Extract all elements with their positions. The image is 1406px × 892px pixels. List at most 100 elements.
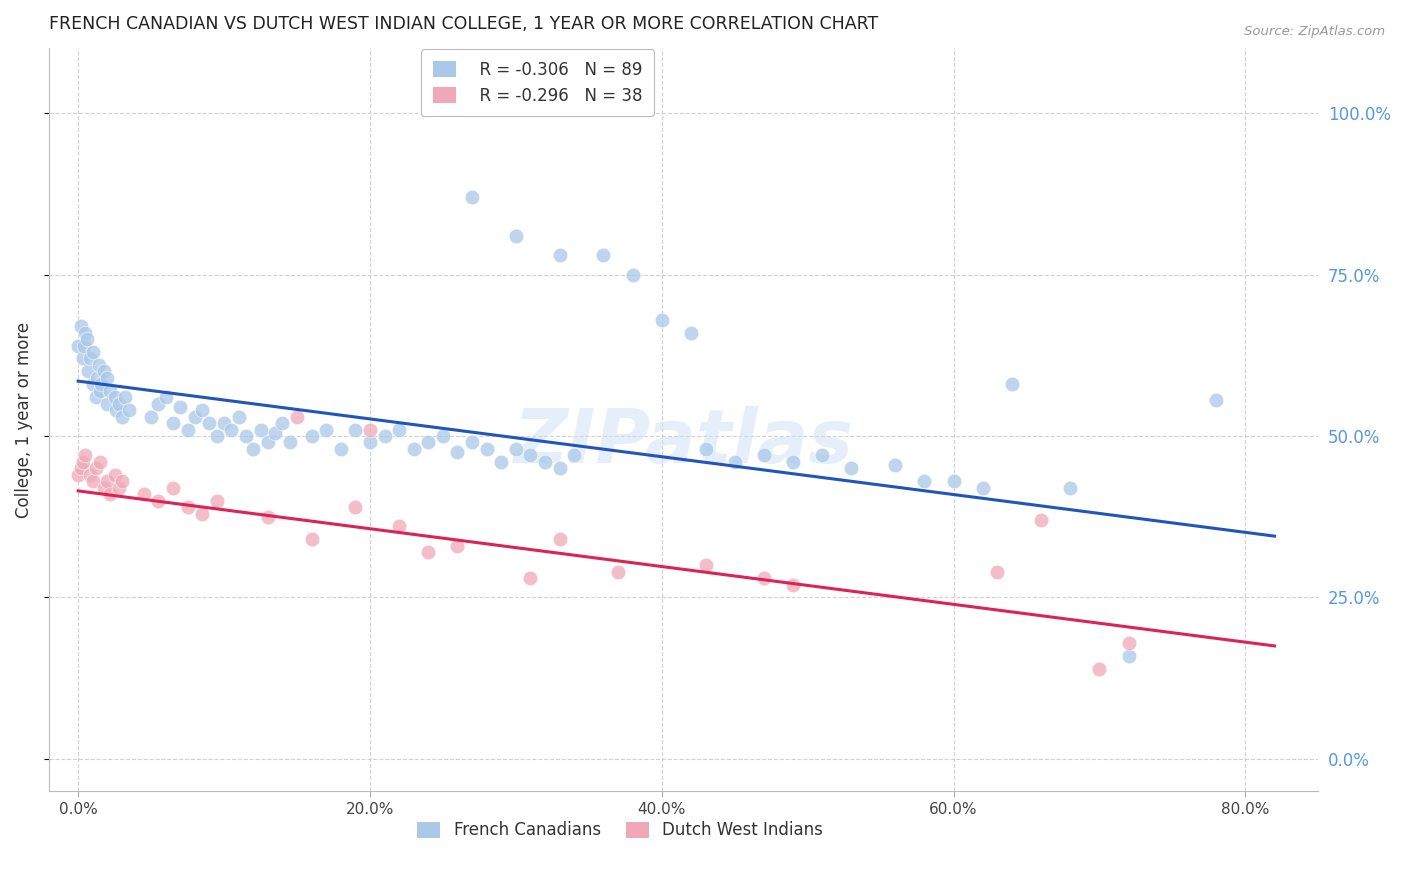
Point xyxy=(534,455,557,469)
Point xyxy=(942,474,965,488)
Point xyxy=(315,423,337,437)
Point xyxy=(221,423,243,437)
Point xyxy=(72,351,94,366)
Point xyxy=(228,409,250,424)
Point xyxy=(388,423,411,437)
Point xyxy=(695,442,717,456)
Point xyxy=(519,449,541,463)
Point xyxy=(76,332,98,346)
Point xyxy=(679,326,702,340)
Point xyxy=(359,423,381,437)
Point xyxy=(359,435,381,450)
Point xyxy=(72,455,94,469)
Point xyxy=(418,545,440,559)
Point xyxy=(79,467,101,482)
Point xyxy=(344,500,367,514)
Point xyxy=(884,458,907,472)
Point xyxy=(93,364,115,378)
Point xyxy=(752,449,775,463)
Point xyxy=(986,565,1008,579)
Point xyxy=(98,487,121,501)
Point xyxy=(811,449,834,463)
Text: ZIPatlas: ZIPatlas xyxy=(513,406,853,479)
Point xyxy=(169,400,191,414)
Text: Source: ZipAtlas.com: Source: ZipAtlas.com xyxy=(1244,25,1385,38)
Point xyxy=(461,435,484,450)
Point xyxy=(184,409,207,424)
Point xyxy=(111,409,134,424)
Point xyxy=(139,409,162,424)
Point xyxy=(461,190,484,204)
Point xyxy=(1059,481,1081,495)
Point xyxy=(205,493,228,508)
Point xyxy=(82,377,104,392)
Point xyxy=(198,416,221,430)
Point xyxy=(235,429,257,443)
Point xyxy=(70,319,93,334)
Point xyxy=(912,474,935,488)
Point xyxy=(782,455,804,469)
Point xyxy=(344,423,367,437)
Point xyxy=(329,442,352,456)
Point xyxy=(972,481,994,495)
Point xyxy=(505,228,527,243)
Point xyxy=(285,409,308,424)
Point xyxy=(301,429,323,443)
Point xyxy=(104,390,127,404)
Point xyxy=(782,577,804,591)
Point xyxy=(84,461,107,475)
Point xyxy=(114,390,136,404)
Point xyxy=(155,390,177,404)
Point xyxy=(446,445,468,459)
Point xyxy=(98,384,121,398)
Point xyxy=(67,467,90,482)
Point xyxy=(841,461,863,475)
Point xyxy=(191,403,214,417)
Point xyxy=(96,371,118,385)
Point xyxy=(70,461,93,475)
Point xyxy=(86,371,108,385)
Text: FRENCH CANADIAN VS DUTCH WEST INDIAN COLLEGE, 1 YEAR OR MORE CORRELATION CHART: FRENCH CANADIAN VS DUTCH WEST INDIAN COL… xyxy=(49,15,879,33)
Point xyxy=(301,533,323,547)
Point xyxy=(373,429,395,443)
Point xyxy=(75,449,97,463)
Point xyxy=(89,455,111,469)
Point xyxy=(548,248,571,262)
Legend: French Canadians, Dutch West Indians: French Canadians, Dutch West Indians xyxy=(411,814,830,847)
Point xyxy=(724,455,747,469)
Point xyxy=(77,364,100,378)
Point xyxy=(256,435,278,450)
Point xyxy=(75,326,97,340)
Point xyxy=(1029,513,1052,527)
Point xyxy=(90,377,112,392)
Point xyxy=(607,565,630,579)
Point xyxy=(1118,648,1140,663)
Point xyxy=(82,474,104,488)
Point xyxy=(105,403,128,417)
Point xyxy=(491,455,513,469)
Point xyxy=(205,429,228,443)
Point xyxy=(548,533,571,547)
Point xyxy=(264,425,287,440)
Point xyxy=(82,345,104,359)
Point xyxy=(132,487,155,501)
Point xyxy=(176,500,198,514)
Point xyxy=(111,474,134,488)
Point xyxy=(108,397,131,411)
Point xyxy=(249,423,271,437)
Point xyxy=(96,397,118,411)
Point xyxy=(118,403,141,417)
Point xyxy=(432,429,454,443)
Point xyxy=(1118,636,1140,650)
Point xyxy=(1205,393,1227,408)
Point xyxy=(191,507,214,521)
Point xyxy=(84,390,107,404)
Point xyxy=(162,481,184,495)
Point xyxy=(562,449,585,463)
Point xyxy=(695,558,717,573)
Point xyxy=(651,312,673,326)
Point xyxy=(93,481,115,495)
Point xyxy=(148,493,170,508)
Point xyxy=(104,467,127,482)
Point xyxy=(475,442,498,456)
